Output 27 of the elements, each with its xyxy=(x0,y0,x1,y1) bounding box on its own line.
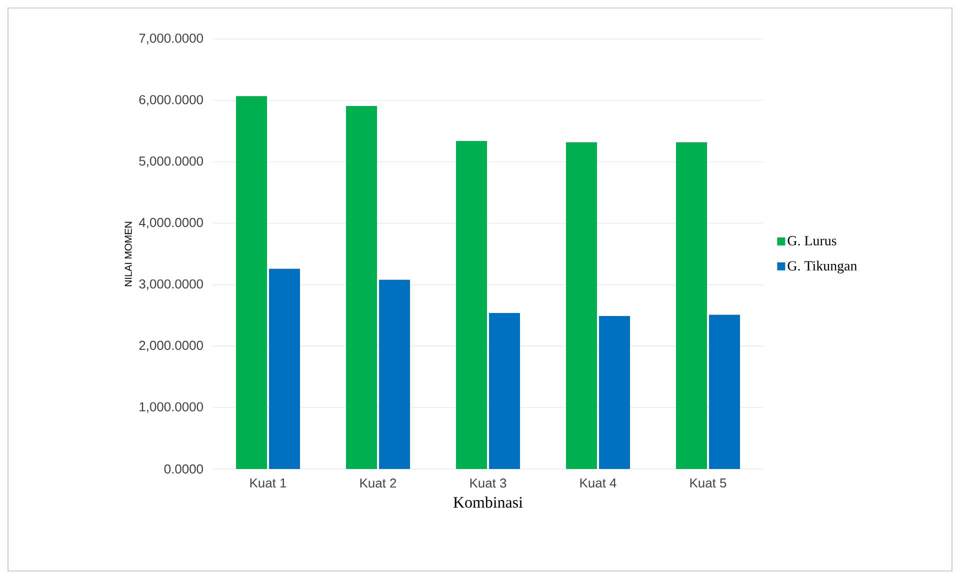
y-axis-title: NILAI MOMEN xyxy=(124,222,132,286)
bar xyxy=(456,140,488,469)
y-tick-label: 7,000.0000 xyxy=(139,34,203,44)
bar xyxy=(599,316,630,469)
y-tick-label: 2,000.0000 xyxy=(139,340,203,352)
x-tick-label: Kuat 4 xyxy=(580,478,616,488)
y-tick-label: 4,000.0000 xyxy=(138,218,203,229)
bar xyxy=(489,312,520,469)
bar xyxy=(676,142,708,469)
x-tick-label: Kuat 3 xyxy=(470,478,506,488)
bar xyxy=(269,268,300,469)
y-tick-label: 5,000.0000 xyxy=(139,156,203,168)
x-tick-label: Kuat 5 xyxy=(690,478,726,488)
bar xyxy=(236,96,268,469)
bar xyxy=(566,142,598,469)
x-axis-title: Kombinasi xyxy=(453,496,523,508)
y-tick-label: 3,000.0000 xyxy=(139,279,203,290)
bar xyxy=(709,314,740,469)
y-tick-label: 6,000.0000 xyxy=(139,95,203,106)
bar xyxy=(346,106,378,469)
legend-label: G. Tikungan xyxy=(788,260,857,274)
y-tick-label: 1,000.0000 xyxy=(140,402,203,413)
x-tick-label: Kuat 1 xyxy=(250,478,286,488)
x-tick-label: Kuat 2 xyxy=(360,478,396,488)
y-tick-label: 0.0000 xyxy=(164,464,203,474)
legend-label: G. Lurus xyxy=(788,236,836,246)
bar xyxy=(379,280,410,469)
